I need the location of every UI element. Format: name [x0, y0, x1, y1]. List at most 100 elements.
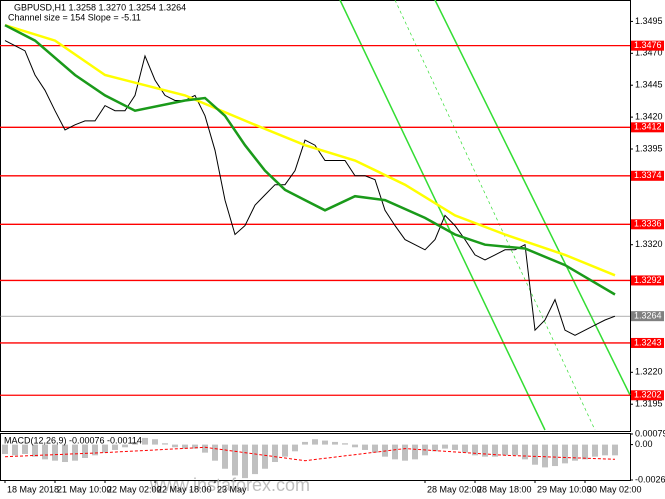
macd-bar	[502, 444, 508, 456]
macd-bar	[612, 444, 618, 456]
macd-bar	[562, 444, 568, 464]
macd-bar	[512, 444, 518, 456]
macd-signal	[4, 446, 616, 462]
price-panel	[0, 0, 631, 432]
price-line	[4, 40, 616, 336]
x-tick-label: 18 May 2018	[7, 484, 59, 494]
level-label-box	[631, 337, 664, 348]
macd-bar	[442, 444, 448, 449]
macd-bar	[222, 444, 228, 469]
macd-bar	[392, 444, 398, 460]
macd-bar	[492, 444, 498, 457]
macd-bar	[302, 441, 308, 445]
macd-bar	[132, 441, 138, 445]
level-label-box	[631, 219, 664, 230]
macd-bar	[32, 444, 38, 457]
moving-average	[4, 24, 616, 277]
x-tick-label: 23 May	[217, 484, 247, 494]
x-tick-label: 29 May 10:00	[537, 484, 592, 494]
macd-bar	[482, 444, 488, 457]
y-tick-label: -0.00264	[635, 474, 665, 484]
macd-bar	[572, 444, 578, 461]
macd-bar	[2, 444, 8, 454]
macd-bar	[82, 444, 88, 459]
macd-bar	[412, 444, 418, 460]
level-label-box	[631, 390, 664, 401]
macd-bar	[472, 444, 478, 456]
level-label: 1.3412	[634, 122, 662, 132]
macd-bar	[452, 444, 458, 450]
y-tick-label: 1.3195	[635, 399, 663, 409]
macd-bar	[282, 444, 288, 457]
macd-bar	[372, 444, 378, 453]
macd-panel	[0, 433, 631, 481]
chart-subtitle: Channel size = 154 Slope = -5.11	[8, 12, 141, 22]
macd-bar	[262, 444, 268, 469]
x-tick-label: 28 May 18:00	[477, 484, 532, 494]
macd-bar	[92, 444, 98, 456]
macd-title: MACD(12,26,9) -0.00076 -0.00114	[4, 435, 142, 445]
macd-bar	[62, 444, 68, 463]
macd-bar	[12, 444, 18, 456]
macd-bar	[112, 444, 118, 450]
macd-bar	[42, 444, 48, 460]
macd-bar	[432, 444, 438, 452]
level-label: 1.3243	[634, 337, 662, 347]
macd-bar	[272, 444, 278, 463]
macd-bar	[292, 444, 298, 452]
level-label-box	[631, 40, 664, 51]
macd-bar	[542, 444, 548, 468]
macd-bar	[242, 444, 248, 479]
macd-bar	[22, 444, 28, 454]
macd-bar	[142, 437, 148, 445]
level-label-box	[631, 122, 664, 133]
macd-bar	[322, 440, 328, 445]
macd-bar	[462, 444, 468, 453]
x-tick-label: 22 May 18:00	[157, 484, 212, 494]
macd-bar	[232, 444, 238, 476]
x-tick-label: 30 May 02:00	[587, 484, 642, 494]
macd-bar	[212, 444, 218, 461]
x-tick-label: 22 May 02:00	[107, 484, 162, 494]
y-tick-label: 0.00079	[635, 428, 665, 438]
macd-bar	[202, 444, 208, 453]
y-tick-label: 1.3445	[635, 80, 663, 90]
macd-bar	[552, 444, 558, 467]
macd-bar	[602, 444, 608, 456]
macd-bar	[402, 444, 408, 461]
y-tick-label: 1.3420	[635, 111, 663, 121]
macd-bar	[352, 444, 358, 448]
macd-bar	[172, 444, 178, 448]
macd-bar	[532, 444, 538, 465]
macd-bar	[162, 443, 168, 445]
macd-bar	[152, 439, 158, 445]
x-tick-label: 21 May 10:00	[57, 484, 112, 494]
x-tick-label: 28 May 02:00	[427, 484, 482, 494]
y-tick-label: 0.00	[635, 439, 653, 449]
current-price-label: 1.3264	[634, 311, 662, 321]
watermark: www.instaforex.com	[149, 475, 310, 495]
y-tick-label: 1.3395	[635, 143, 663, 153]
level-label-box	[631, 275, 664, 286]
macd-bar	[582, 444, 588, 460]
level-label: 1.3476	[634, 40, 662, 50]
macd-bar	[342, 443, 348, 445]
macd-bar	[312, 439, 318, 445]
macd-bar	[72, 444, 78, 461]
y-tick-label: 1.3470	[635, 48, 663, 58]
level-label: 1.3336	[634, 219, 662, 229]
y-tick-label: 1.3320	[635, 239, 663, 249]
chart-title: GBPUSD,H1 1.3258 1.3270 1.3254 1.3264	[14, 2, 186, 12]
macd-bar	[522, 444, 528, 460]
macd-bar	[122, 444, 128, 448]
macd-bar	[592, 444, 598, 457]
macd-bar	[362, 444, 368, 450]
channel-center	[394, 0, 596, 431]
y-tick-label: 1.3495	[635, 16, 663, 26]
macd-bar	[332, 441, 338, 445]
current-price-box	[631, 311, 664, 322]
macd-bar	[102, 444, 108, 453]
macd-bar	[182, 444, 188, 449]
